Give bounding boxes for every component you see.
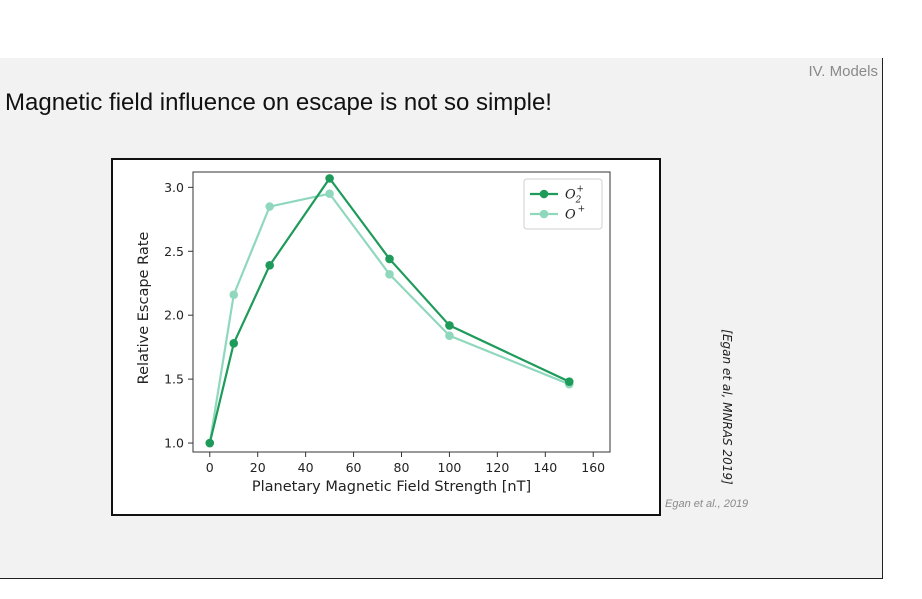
escape-rate-chart: 0 20 40 60 80 100 120 140 160 1.0 1.5 2.0 2.5 3.0 Plan… <box>136 171 611 495</box>
x-tick-label: 160 <box>581 460 605 475</box>
axes: 0 20 40 60 80 100 120 140 160 1.0 1.5 2.0 2.5 3.0 Plan… <box>136 171 611 495</box>
data-point <box>265 261 274 270</box>
data-point <box>325 174 334 183</box>
data-point <box>205 438 215 448</box>
x-tick-label: 0 <box>206 460 214 475</box>
legend: O2+O + <box>523 178 603 230</box>
data-point <box>325 189 334 199</box>
x-tick-label: 120 <box>485 460 509 475</box>
data-point <box>229 339 239 348</box>
series-o- <box>205 189 574 448</box>
x-axis-title: Planetary Magnetic Field Strength [nT] <box>252 479 531 495</box>
legend-marker <box>539 209 549 219</box>
legend-box <box>523 178 603 230</box>
y-tick-label: 3.0 <box>164 180 184 195</box>
section-label: IV. Models <box>808 63 879 80</box>
data-point <box>385 254 394 264</box>
series-o2- <box>205 174 574 448</box>
x-tick-label: 140 <box>533 460 557 475</box>
data-point <box>564 377 574 386</box>
y-axis-title: Relative Escape Rate <box>136 232 152 385</box>
side-citation-text: [Egan et al, MNRAS 2019] <box>720 329 734 485</box>
y-tick-label: 1.0 <box>164 436 184 451</box>
legend-label-o2-: O2+ <box>565 185 584 206</box>
series-layer <box>205 174 574 448</box>
x-tick-label: 100 <box>438 460 462 475</box>
series-line <box>208 177 570 444</box>
y-tick-label: 2.5 <box>164 244 184 259</box>
x-tick-label: 20 <box>250 460 266 475</box>
legend-marker <box>539 189 549 199</box>
series-line <box>208 192 570 444</box>
slide-title: Magnetic field influence on escape is no… <box>5 89 552 116</box>
x-tick-label: 60 <box>346 460 362 475</box>
y-tick-label: 2.0 <box>164 308 184 323</box>
y-tick-label: 1.5 <box>164 372 184 387</box>
data-point <box>385 269 394 279</box>
data-point <box>445 321 454 330</box>
slide-panel: IV. Models Magnetic field influence on e… <box>0 58 883 579</box>
legend-label-o-: O + <box>565 205 585 223</box>
figure-frame: 0 20 40 60 80 100 120 140 160 1.0 1.5 2.0 2.5 3.0 Plan… <box>111 158 734 516</box>
figure-caption: Egan et al., 2019 <box>665 498 749 510</box>
x-tick-label: 40 <box>298 460 314 475</box>
data-point <box>445 331 454 340</box>
data-point <box>265 202 274 211</box>
x-tick-label: 80 <box>394 460 410 475</box>
data-point <box>229 290 239 300</box>
